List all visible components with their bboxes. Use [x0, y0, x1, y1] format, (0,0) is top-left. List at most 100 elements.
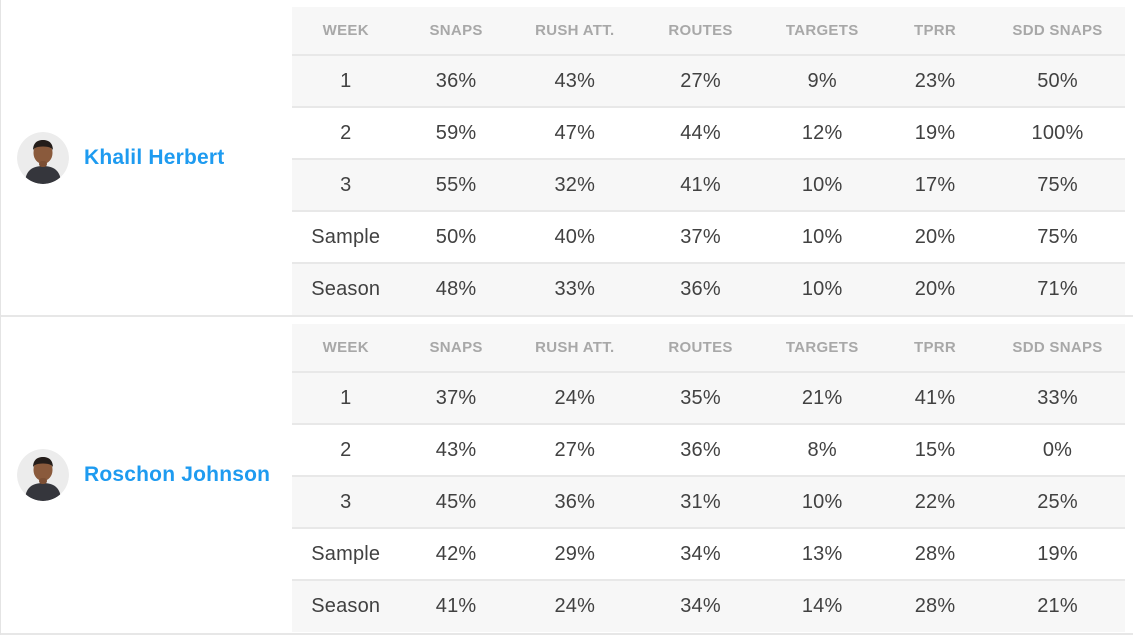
stat-cell-rush-att: 32% — [554, 173, 596, 196]
stat-cell-sdd-snaps: 75% — [1037, 173, 1078, 196]
stat-cell-tprr: 22% — [914, 490, 956, 513]
stat-cell-snaps: 43% — [435, 438, 477, 461]
stat-cell-snaps: 41% — [435, 595, 477, 617]
stat-cell-snaps: 59% — [435, 121, 477, 144]
week-cell: 3 — [340, 490, 352, 513]
column-header-week: WEEK — [292, 7, 400, 55]
usage-table-container: WEEK SNAPS RUSH ATT. ROUTES TARGETS TPRR SDD S… — [292, 0, 1133, 315]
stat-cell-rush-att: 33% — [554, 278, 596, 300]
stat-cell-sdd-snaps: 33% — [1037, 386, 1078, 409]
stat-cell-tprr: 20% — [914, 278, 956, 300]
week-cell: 3 — [340, 173, 352, 196]
week-cell: 2 — [340, 438, 352, 461]
stat-cell-snaps: 45% — [435, 490, 477, 513]
stat-cell-targets: 10% — [801, 173, 843, 196]
stat-cell-routes: 31% — [680, 490, 721, 513]
stat-row-season: Season 41% 24% 34% 14% 28% 21% — [292, 580, 1125, 632]
stat-cell-tprr: 28% — [914, 542, 956, 565]
stat-cell-sdd-snaps: 0% — [1042, 438, 1073, 461]
stat-cell-routes: 34% — [680, 542, 721, 565]
stat-cell-rush-att: 24% — [554, 595, 596, 617]
week-cell: 1 — [340, 69, 352, 92]
usage-table: WEEK SNAPS RUSH ATT. ROUTES TARGETS TPRR SDD S… — [292, 7, 1125, 315]
stat-cell-rush-att: 29% — [554, 542, 596, 565]
stat-row-sample: Sample 42% 29% 34% 13% 28% 19% — [292, 528, 1125, 580]
stat-cell-snaps: 48% — [435, 278, 477, 300]
stat-cell-tprr: 28% — [914, 595, 956, 617]
stat-row-1: 1 36% 43% 27% 9% 23% 50% — [292, 55, 1125, 107]
column-header-routes: ROUTES — [636, 324, 765, 372]
stat-cell-rush-att: 27% — [554, 438, 596, 461]
column-header-tprr: TPRR — [880, 324, 991, 372]
stat-cell-tprr: 20% — [914, 225, 956, 248]
stat-row-season: Season 48% 33% 36% 10% 20% 71% — [292, 263, 1125, 315]
usage-table: WEEK SNAPS RUSH ATT. ROUTES TARGETS TPRR SDD S… — [292, 324, 1125, 632]
column-header-targets: TARGETS — [764, 7, 881, 55]
stat-row-2: 2 59% 47% 44% 12% 19% 100% — [292, 107, 1125, 159]
week-cell: 2 — [340, 121, 352, 144]
stat-cell-sdd-snaps: 19% — [1037, 542, 1078, 565]
stat-cell-rush-att: 43% — [554, 69, 596, 92]
week-cell: Season — [311, 595, 381, 617]
column-header-snaps: SNAPS — [399, 324, 513, 372]
column-header-sdd-snaps: SDD SNAPS — [990, 324, 1125, 372]
column-header-week: WEEK — [292, 324, 400, 372]
stat-cell-sdd-snaps: 75% — [1037, 225, 1078, 248]
stat-row-sample: Sample 50% 40% 37% 10% 20% 75% — [292, 211, 1125, 263]
stat-cell-routes: 41% — [680, 173, 721, 196]
player-name-link[interactable]: Khalil Herbert — [84, 145, 225, 169]
column-header-tprr: TPRR — [880, 7, 991, 55]
stat-cell-routes: 36% — [680, 438, 721, 461]
stat-cell-targets: 10% — [801, 278, 843, 300]
stat-cell-sdd-snaps: 25% — [1037, 490, 1078, 513]
player-cell[interactable]: Roschon Johnson — [1, 317, 292, 633]
stat-cell-sdd-snaps: 21% — [1037, 595, 1078, 617]
stat-cell-targets: 9% — [807, 69, 837, 92]
stat-cell-targets: 13% — [801, 542, 843, 565]
player-cell[interactable]: Khalil Herbert — [1, 0, 292, 315]
stat-cell-sdd-snaps: 71% — [1037, 278, 1078, 300]
column-header-rush-att: RUSH ATT. — [512, 7, 637, 55]
stat-cell-routes: 36% — [680, 278, 721, 300]
player-section-roschon-johnson: Roschon Johnson WEEK SNAPS RUSH ATT. ROUTES… — [1, 317, 1133, 635]
stat-cell-snaps: 55% — [435, 173, 477, 196]
week-cell: Sample — [311, 225, 381, 248]
column-header-sdd-snaps: SDD SNAPS — [990, 7, 1125, 55]
player-headshot-icon — [17, 449, 69, 501]
stat-cell-snaps: 50% — [435, 225, 477, 248]
stat-row-3: 3 45% 36% 31% 10% 22% 25% — [292, 476, 1125, 528]
stat-cell-rush-att: 40% — [554, 225, 596, 248]
player-name-link[interactable]: Roschon Johnson — [84, 463, 271, 486]
stat-cell-tprr: 41% — [914, 386, 956, 409]
stat-row-3: 3 55% 32% 41% 10% 17% 75% — [292, 159, 1125, 211]
stat-cell-snaps: 42% — [435, 542, 477, 565]
stat-cell-tprr: 17% — [914, 173, 956, 196]
player-headshot-icon — [17, 131, 69, 184]
stat-cell-targets: 21% — [801, 386, 843, 409]
stat-cell-targets: 14% — [801, 595, 843, 617]
column-header-rush-att: RUSH ATT. — [512, 324, 637, 372]
column-header-targets: TARGETS — [764, 324, 881, 372]
player-section-khalil-herbert: Khalil Herbert WEEK SNAPS RUSH ATT. ROUTES T… — [1, 0, 1133, 317]
stat-row-2: 2 43% 27% 36% 8% 15% 0% — [292, 424, 1125, 476]
stat-cell-snaps: 36% — [435, 69, 477, 92]
stat-cell-targets: 8% — [807, 438, 837, 461]
stat-cell-routes: 34% — [680, 595, 721, 617]
stat-cell-snaps: 37% — [435, 386, 477, 409]
stat-cell-tprr: 19% — [914, 121, 956, 144]
stat-cell-sdd-snaps: 50% — [1037, 69, 1078, 92]
table-header-row: WEEK SNAPS RUSH ATT. ROUTES TARGETS TPRR SDD S… — [292, 324, 1125, 372]
stat-row-1: 1 37% 24% 35% 21% 41% 33% — [292, 372, 1125, 424]
week-cell: 1 — [340, 386, 352, 409]
column-header-snaps: SNAPS — [399, 7, 513, 55]
stat-cell-rush-att: 36% — [554, 490, 596, 513]
stat-cell-tprr: 23% — [914, 69, 956, 92]
stat-cell-targets: 12% — [801, 121, 843, 144]
usage-table-container: WEEK SNAPS RUSH ATT. ROUTES TARGETS TPRR SDD S… — [292, 317, 1133, 633]
stat-cell-routes: 37% — [680, 225, 721, 248]
week-cell: Sample — [311, 542, 381, 565]
stat-cell-routes: 27% — [680, 69, 721, 92]
stat-cell-routes: 44% — [680, 121, 721, 144]
